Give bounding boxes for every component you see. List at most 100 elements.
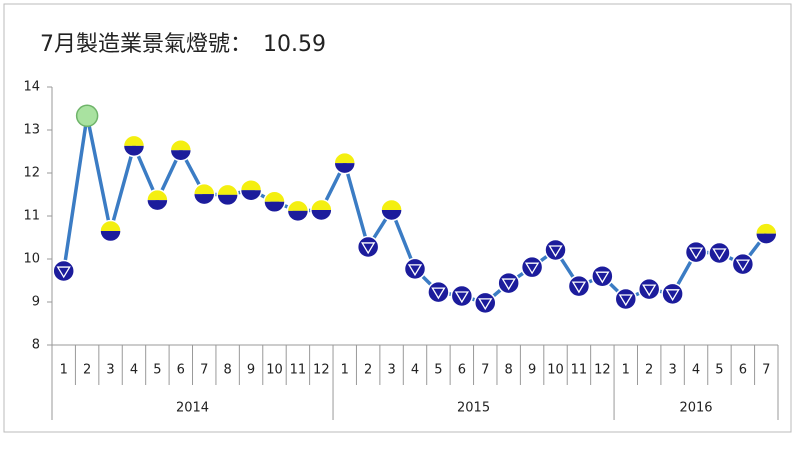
signal-marker bbox=[427, 280, 450, 304]
marker-bottom bbox=[263, 201, 285, 213]
marker-triangle bbox=[501, 278, 516, 291]
marker-triangle bbox=[56, 266, 71, 279]
x-tick-label: 6 bbox=[739, 363, 747, 378]
marker-top bbox=[263, 191, 285, 202]
x-tick-label: 6 bbox=[458, 363, 466, 378]
signal-marker bbox=[591, 264, 614, 288]
x-tick-label: 2 bbox=[83, 363, 91, 378]
signal-marker bbox=[708, 241, 731, 265]
marker-bottom bbox=[287, 210, 309, 222]
marker-bottom bbox=[123, 145, 145, 157]
signal-marker bbox=[474, 291, 497, 315]
marker-triangle bbox=[361, 242, 376, 255]
x-tick-label: 12 bbox=[594, 363, 611, 378]
x-tick-label: 3 bbox=[668, 363, 676, 378]
signal-marker bbox=[637, 277, 661, 301]
marker bbox=[75, 104, 99, 128]
marker-top bbox=[287, 200, 309, 211]
marker bbox=[497, 271, 520, 295]
marker bbox=[544, 238, 567, 262]
marker-top bbox=[193, 183, 215, 195]
x-tick-label: 12 bbox=[313, 363, 330, 378]
marker-top bbox=[755, 223, 777, 234]
marker bbox=[403, 257, 427, 281]
marker-top bbox=[170, 139, 192, 151]
signal-marker bbox=[239, 178, 263, 202]
marker bbox=[99, 219, 122, 243]
x-tick-label: 10 bbox=[266, 363, 283, 378]
marker bbox=[239, 178, 263, 202]
marker-bottom bbox=[217, 194, 239, 206]
marker bbox=[450, 284, 474, 308]
signal-marker bbox=[567, 274, 591, 298]
marker-bottom bbox=[310, 209, 332, 221]
marker bbox=[661, 282, 684, 306]
signal-marker bbox=[263, 190, 286, 214]
marker bbox=[310, 198, 333, 222]
marker-triangle bbox=[665, 289, 680, 302]
y-tick-label: 12 bbox=[23, 166, 40, 181]
marker-bottom bbox=[193, 194, 215, 205]
x-tick-label: 10 bbox=[547, 363, 564, 378]
x-tick-label: 6 bbox=[177, 363, 185, 378]
marker-top bbox=[123, 135, 145, 146]
marker-bottom bbox=[240, 190, 262, 201]
chart-title: 7月製造業景氣燈號： 10.59 bbox=[40, 32, 326, 57]
marker-triangle bbox=[431, 287, 446, 300]
marker bbox=[216, 183, 239, 207]
x-tick-label: 1 bbox=[60, 363, 68, 378]
marker-triangle bbox=[712, 248, 727, 261]
y-tick-label: 10 bbox=[23, 252, 40, 267]
x-tick-label: 5 bbox=[153, 363, 161, 378]
marker bbox=[708, 241, 731, 265]
signal-marker bbox=[544, 238, 567, 262]
marker bbox=[755, 222, 778, 245]
x-tick-label: 9 bbox=[247, 363, 255, 378]
marker bbox=[286, 199, 310, 223]
marker-triangle bbox=[454, 291, 469, 304]
marker bbox=[192, 182, 216, 206]
marker bbox=[520, 255, 544, 279]
marker-triangle bbox=[548, 245, 563, 258]
marker-bottom bbox=[381, 209, 403, 221]
x-tick-label: 11 bbox=[290, 363, 307, 378]
marker bbox=[614, 287, 638, 311]
signal-marker bbox=[146, 188, 169, 212]
x-tick-label: 4 bbox=[130, 363, 138, 378]
x-tick-label: 2 bbox=[645, 363, 653, 378]
signal-marker bbox=[310, 198, 333, 222]
marker-triangle bbox=[571, 281, 587, 294]
marker-triangle bbox=[688, 247, 704, 260]
group-label: 2015 bbox=[457, 401, 490, 416]
y-tick-label: 14 bbox=[23, 80, 40, 95]
marker bbox=[52, 259, 75, 283]
marker bbox=[591, 264, 614, 288]
x-tick-label: 9 bbox=[528, 363, 536, 378]
marker-triangle bbox=[595, 271, 610, 284]
marker-triangle bbox=[478, 298, 493, 311]
marker bbox=[122, 134, 146, 158]
signal-marker bbox=[497, 271, 520, 295]
signal-marker bbox=[169, 138, 193, 162]
y-tick-label: 13 bbox=[23, 123, 40, 138]
signal-marker bbox=[356, 235, 380, 259]
marker bbox=[427, 280, 450, 304]
marker-triangle bbox=[735, 259, 751, 272]
x-tick-label: 4 bbox=[411, 363, 419, 378]
marker-top bbox=[240, 179, 262, 191]
marker-top bbox=[100, 220, 122, 232]
marker-bottom bbox=[100, 231, 122, 242]
signal-marker bbox=[122, 134, 146, 158]
signal-marker bbox=[755, 222, 778, 245]
x-tick-label: 8 bbox=[224, 363, 232, 378]
marker-top bbox=[146, 189, 168, 201]
marker-top bbox=[217, 184, 239, 195]
marker-triangle bbox=[618, 294, 633, 307]
marker bbox=[684, 240, 708, 264]
x-tick-label: 3 bbox=[106, 363, 114, 378]
marker-triangle bbox=[642, 284, 657, 297]
signal-marker bbox=[75, 104, 99, 128]
signal-marker bbox=[520, 255, 544, 279]
marker-bottom bbox=[334, 163, 356, 174]
